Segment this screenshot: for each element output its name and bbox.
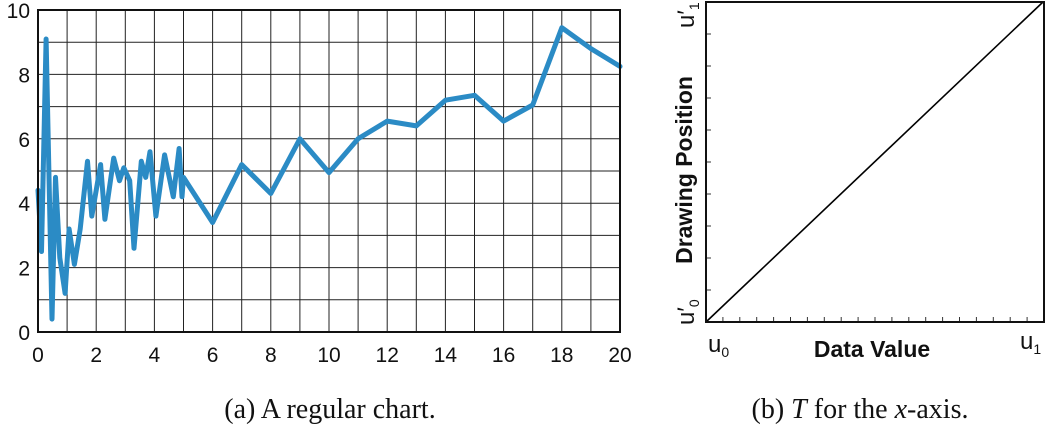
grid — [38, 10, 620, 332]
y-axis-title: Drawing Position — [671, 76, 697, 264]
x-tick-label: 18 — [550, 344, 573, 367]
caption-a: (a) A regular chart. — [224, 394, 435, 425]
x-tick-label: 4 — [149, 344, 161, 367]
y-tick-label: 4 — [18, 193, 30, 216]
plot-frame — [37, 9, 621, 333]
minor-ticks — [706, 33, 1028, 322]
diagonal-line — [705, 1, 1044, 323]
x-tick-label: 14 — [434, 344, 458, 367]
x-tick-label: 0 — [32, 344, 44, 367]
x-tick-label: 8 — [265, 344, 277, 367]
x-start-label: u0 — [708, 331, 729, 360]
caption-b: (b) T for the x-axis. — [752, 394, 969, 425]
x-tick-label: 12 — [376, 344, 399, 367]
x-tick-label: 6 — [207, 344, 219, 367]
y-tick-label: 6 — [18, 129, 30, 152]
tick-labels: 0 2 4 6 8 10 12 14 16 18 20 0 2 4 6 8 10 — [7, 0, 632, 367]
y-tick-label: 8 — [18, 64, 30, 87]
y-tick-label: 10 — [7, 0, 30, 23]
y-tick-label: 2 — [18, 258, 30, 281]
regular-chart: 0 2 4 6 8 10 12 14 16 18 20 0 2 4 6 8 10 — [7, 0, 632, 367]
x-tick-label: 2 — [90, 344, 102, 367]
x-tick-label: 20 — [608, 344, 631, 367]
x-tick-label: 10 — [317, 344, 340, 367]
plot-frame — [705, 1, 1045, 323]
y-end-label: u′1 — [673, 2, 702, 28]
x-tick-label: 16 — [492, 344, 515, 367]
data-series-line — [35, 25, 623, 322]
x-axis-title: Data Value — [814, 336, 930, 362]
x-end-label: u1 — [1020, 328, 1041, 357]
y-tick-label: 0 — [18, 322, 30, 345]
y-start-label: u′0 — [673, 299, 702, 325]
transform-chart: Data Value Drawing Position u0 u1 u′0 u′… — [671, 1, 1045, 362]
